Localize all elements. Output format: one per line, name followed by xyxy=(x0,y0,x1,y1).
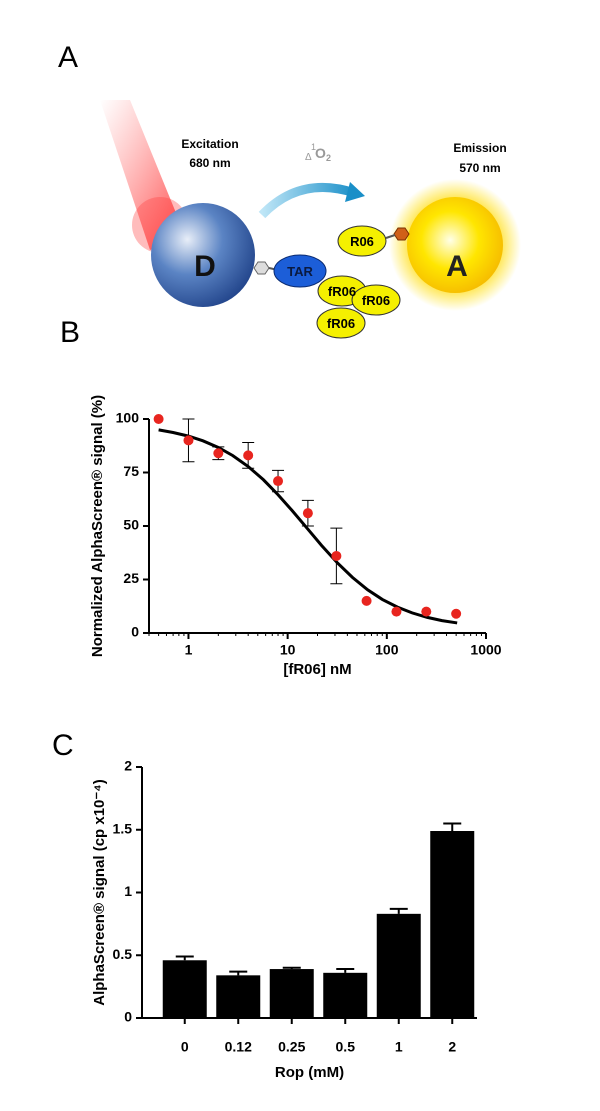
y-tick-label: 2 xyxy=(124,758,132,774)
error-bar xyxy=(389,907,408,914)
label: 1 xyxy=(311,142,316,152)
x-tick-label: 0.5 xyxy=(336,1039,356,1055)
x-tick-label: 0.12 xyxy=(225,1039,252,1055)
x-tick-label: 100 xyxy=(375,642,399,658)
data-point xyxy=(213,448,224,459)
data-point xyxy=(302,508,313,519)
x-tick-label: 0.25 xyxy=(278,1039,305,1055)
data-point xyxy=(421,606,432,617)
label: Excitation xyxy=(181,137,238,151)
label: 680 nm xyxy=(189,156,230,170)
oxygen-arrow xyxy=(258,182,357,219)
y-axis-title: AlphaScreen® signal (cp x10⁻⁴) xyxy=(91,779,108,1005)
y-tick-label: 0 xyxy=(124,1009,132,1025)
y-tick-label: 0.5 xyxy=(113,946,133,962)
y-tick-label: 75 xyxy=(123,463,139,479)
label: A xyxy=(446,250,468,283)
bar xyxy=(269,969,314,1018)
diagram: Excitation 680 nm Emission 570 nm 1 Δ O … xyxy=(100,100,521,339)
label: D xyxy=(194,250,216,283)
error-bar xyxy=(282,966,301,970)
fit-curve xyxy=(158,428,458,625)
error-bar xyxy=(443,822,462,832)
data-point xyxy=(273,476,284,487)
x-tick-label: 1 xyxy=(395,1039,403,1055)
r06-node xyxy=(337,225,387,257)
acceptor-bead xyxy=(407,197,503,293)
linker xyxy=(393,227,410,241)
x-tick-label: 1 xyxy=(185,642,193,658)
data-point xyxy=(183,435,194,446)
data-point xyxy=(331,550,342,561)
x-axis-title: [fR06] nM xyxy=(283,661,351,678)
y-axis-title: Normalized AlphaScreen® signal (%) xyxy=(89,395,106,657)
bar xyxy=(323,972,368,1018)
label: Δ xyxy=(305,152,312,163)
bar xyxy=(376,913,421,1018)
x-axis-title: Rop (mM) xyxy=(275,1064,344,1081)
data-point xyxy=(243,450,254,461)
data-point xyxy=(451,608,462,619)
x-tick-label: 0 xyxy=(181,1039,189,1055)
panel-label: B xyxy=(60,316,80,349)
label: 570 nm xyxy=(459,161,500,175)
tar-node xyxy=(273,254,327,288)
label: fR06 xyxy=(362,293,390,308)
label: O xyxy=(315,145,326,161)
data-point xyxy=(391,606,402,617)
data-point xyxy=(361,595,372,606)
label: R06 xyxy=(350,234,374,249)
arrow-head xyxy=(345,182,365,202)
panel-label: C xyxy=(52,729,74,762)
error-bar xyxy=(229,970,248,976)
y-tick-label: 0 xyxy=(131,624,139,640)
label: Emission xyxy=(453,141,506,155)
y-tick-label: 1.5 xyxy=(113,820,133,836)
link xyxy=(385,234,396,239)
y-tick-label: 100 xyxy=(116,410,140,426)
y-tick-label: 25 xyxy=(123,570,139,586)
label: fR06 xyxy=(327,316,355,331)
panel-label: A xyxy=(58,41,78,74)
donor-bead xyxy=(151,203,255,307)
x-tick-label: 2 xyxy=(448,1039,456,1055)
bar xyxy=(216,975,261,1018)
label: fR06 xyxy=(328,284,356,299)
bar xyxy=(430,831,475,1018)
x-tick-label: 1000 xyxy=(470,642,501,658)
y-tick-label: 1 xyxy=(124,883,132,899)
label: TAR xyxy=(287,264,313,279)
laser-beam xyxy=(100,100,185,250)
data-point xyxy=(153,414,164,424)
y-tick-label: 50 xyxy=(123,517,139,533)
label: 2 xyxy=(326,153,331,163)
fr06-node xyxy=(351,284,401,316)
linker xyxy=(253,261,270,275)
bar xyxy=(162,960,207,1018)
x-tick-label: 10 xyxy=(280,642,296,658)
error-bar xyxy=(175,955,194,961)
fr06-node xyxy=(316,307,366,339)
error-bar xyxy=(336,968,355,973)
